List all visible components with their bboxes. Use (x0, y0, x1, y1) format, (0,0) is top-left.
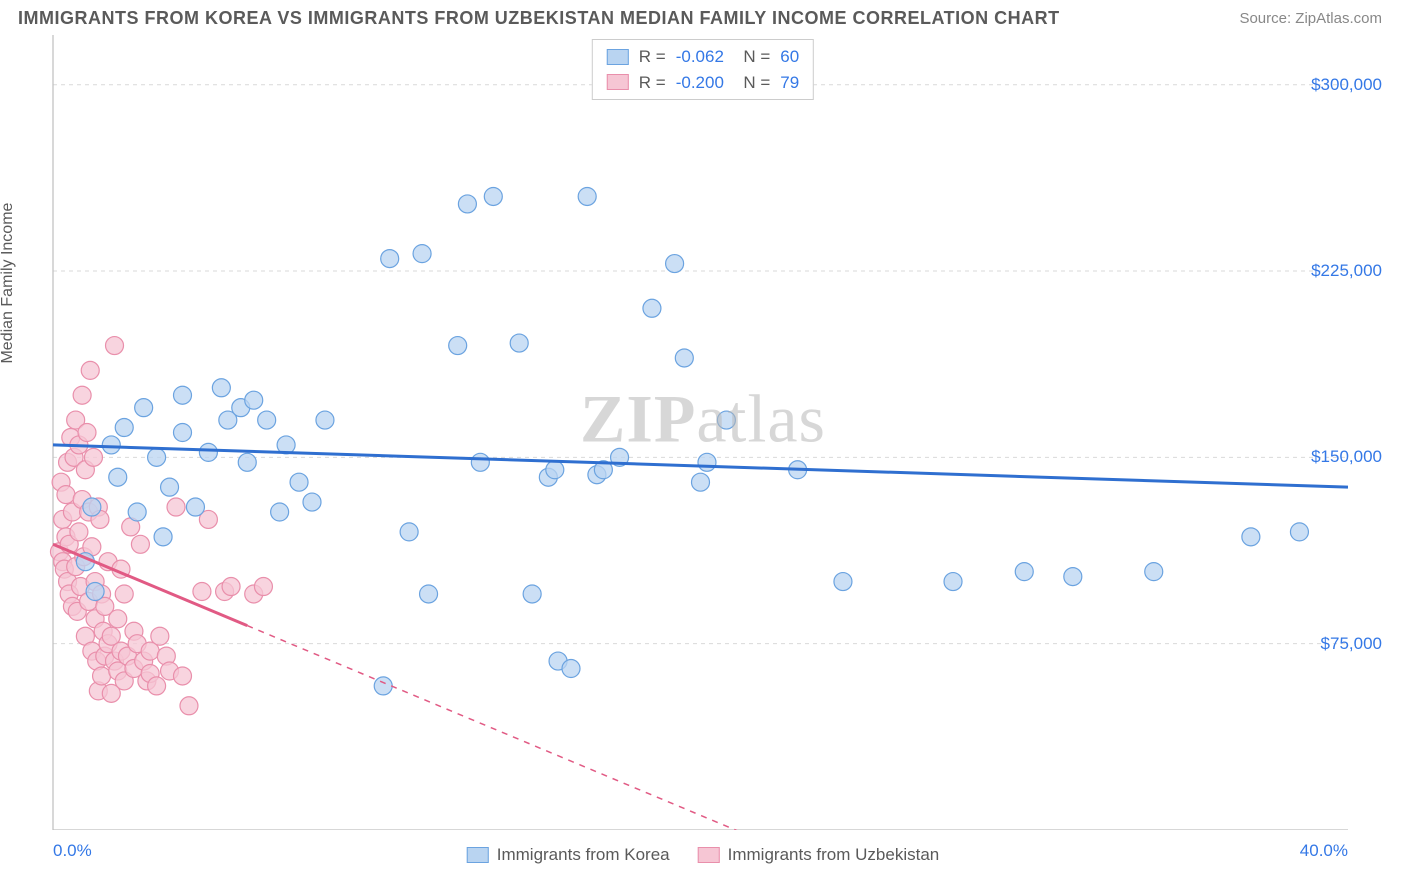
source-label: Source: ZipAtlas.com (1239, 10, 1382, 27)
legend-item-korea: Immigrants from Korea (467, 845, 670, 865)
n-value-korea: 60 (780, 44, 799, 70)
y-tick: $75,000 (1321, 634, 1382, 654)
n-label: N = (734, 44, 770, 70)
legend-item-uzbekistan: Immigrants from Uzbekistan (698, 845, 940, 865)
scatter-chart (18, 35, 1348, 830)
x-tick: 40.0% (1300, 841, 1348, 861)
legend-row-korea: R = -0.062 N = 60 (607, 44, 799, 70)
swatch-korea (607, 49, 629, 65)
y-tick: $150,000 (1311, 447, 1382, 467)
correlation-legend: R = -0.062 N = 60 R = -0.200 N = 79 (592, 39, 814, 100)
n-label: N = (734, 70, 770, 96)
swatch-uzbekistan (607, 74, 629, 90)
n-value-uzbekistan: 79 (780, 70, 799, 96)
r-label: R = (639, 44, 666, 70)
chart-container: Median Family Income $75,000$150,000$225… (18, 35, 1388, 835)
y-tick: $300,000 (1311, 75, 1382, 95)
chart-title: IMMIGRANTS FROM KOREA VS IMMIGRANTS FROM… (18, 8, 1060, 29)
swatch-korea (467, 847, 489, 863)
legend-row-uzbekistan: R = -0.200 N = 79 (607, 70, 799, 96)
series-legend: Immigrants from Korea Immigrants from Uz… (467, 845, 940, 865)
r-value-korea: -0.062 (676, 44, 724, 70)
swatch-uzbekistan (698, 847, 720, 863)
y-axis-label: Median Family Income (0, 203, 17, 364)
y-tick: $225,000 (1311, 261, 1382, 281)
series-label: Immigrants from Korea (497, 845, 670, 865)
r-value-uzbekistan: -0.200 (676, 70, 724, 96)
series-label: Immigrants from Uzbekistan (728, 845, 940, 865)
x-tick: 0.0% (53, 841, 92, 861)
r-label: R = (639, 70, 666, 96)
